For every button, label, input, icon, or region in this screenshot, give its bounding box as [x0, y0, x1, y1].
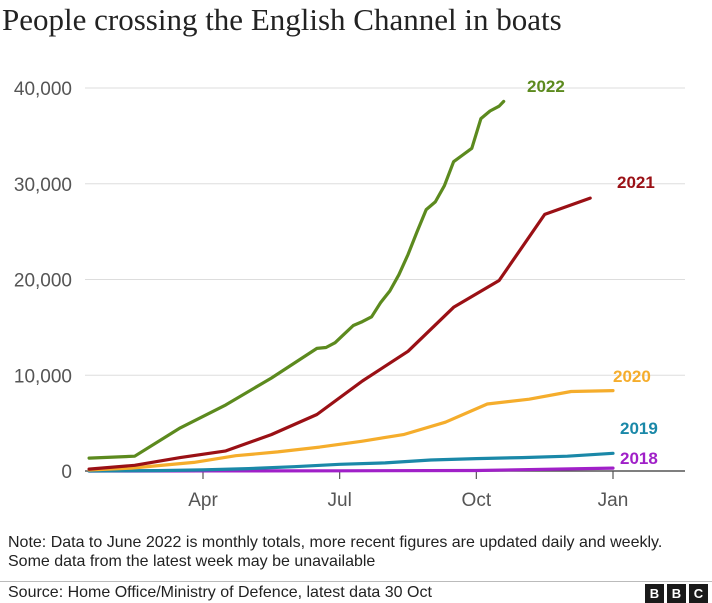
- bbc-logo-letter: B: [645, 584, 664, 603]
- bbc-logo-letter: C: [689, 584, 708, 603]
- series-line-2022: [87, 99, 506, 460]
- x-tick-label: Oct: [462, 490, 492, 511]
- y-tick-label: 40,000: [14, 79, 72, 100]
- chart-note: Note: Data to June 2022 is monthly total…: [8, 534, 663, 570]
- divider: [0, 581, 712, 582]
- chart-title: People crossing the English Channel in b…: [2, 2, 562, 37]
- series-label-2020: 2020: [613, 367, 651, 386]
- y-tick-label: 10,000: [14, 366, 72, 387]
- x-axis: Apr Jul Oct Jan: [188, 471, 628, 511]
- y-tick-label: 30,000: [14, 175, 72, 196]
- series-label-2019: 2019: [620, 419, 658, 438]
- y-tick-label: 20,000: [14, 271, 72, 292]
- series-label-2022: 2022: [527, 77, 565, 96]
- line-chart: 0 10,000 20,000 30,000 40,000 Apr Jul Oct Jan 2…: [14, 77, 685, 511]
- x-tick-label: Jan: [598, 490, 629, 511]
- y-axis: 0 10,000 20,000 30,000 40,000: [14, 79, 72, 483]
- y-tick-label: 0: [61, 462, 72, 483]
- bbc-logo-letter: B: [667, 584, 686, 603]
- chart-source: Source: Home Office/Ministry of Defence,…: [8, 584, 432, 601]
- bbc-logo: B B C: [645, 584, 708, 603]
- series-line-2020: [87, 389, 615, 472]
- x-tick-label: Jul: [328, 490, 352, 511]
- series-line-2019: [87, 451, 615, 473]
- series-label-2021: 2021: [617, 173, 655, 192]
- series-lines: [87, 99, 615, 473]
- series-labels: 2018 2019 2020 2021 2022: [527, 77, 658, 468]
- series-label-2018: 2018: [620, 449, 658, 468]
- x-tick-label: Apr: [188, 490, 218, 511]
- grid-lines: [85, 87, 685, 472]
- series-line-2021: [87, 196, 592, 471]
